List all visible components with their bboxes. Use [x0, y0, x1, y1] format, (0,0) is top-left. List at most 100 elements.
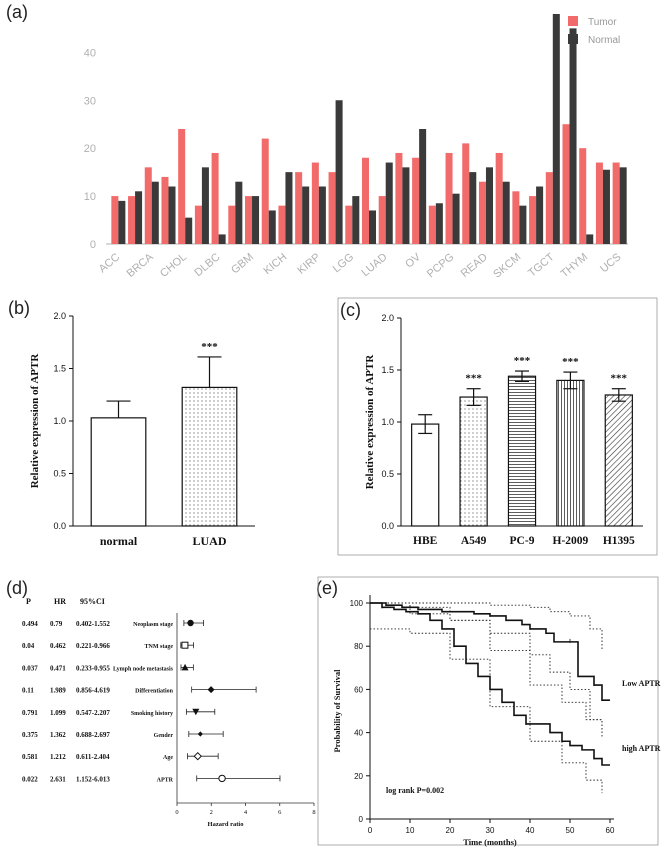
bar-normal	[201, 167, 209, 244]
bar-tumor	[278, 205, 286, 244]
x-tick-label: CHOL	[158, 251, 189, 280]
row-ci: 0.233-0.955	[76, 664, 110, 672]
hr-marker	[197, 731, 203, 737]
bar-tumor	[529, 196, 537, 244]
ci-band-lower	[370, 602, 603, 737]
x-tick-label: SKCM	[491, 251, 523, 281]
bar-tumor	[428, 205, 436, 244]
bar-normal	[218, 234, 226, 244]
y-tick-label: 0.5	[53, 469, 66, 479]
panel-frame	[317, 576, 659, 846]
x-tick-label: LUAD	[359, 251, 389, 279]
x-tick-label: 10	[406, 826, 415, 835]
row-p: 0.037	[22, 664, 38, 672]
y-tick-label: 1.0	[381, 417, 394, 427]
bar-tumor	[211, 152, 219, 244]
x-tick-label: HBE	[413, 535, 438, 547]
bar-tumor	[495, 152, 503, 244]
hr-marker	[181, 663, 189, 671]
x-tick-label: 0	[368, 826, 373, 835]
chart-d: P HR 95%CI 0.494 0.79 0.402-1.552 Neoplasm sta…	[0, 575, 325, 848]
x-tick-label: KIRP	[295, 251, 322, 277]
y-tick-label: 60	[354, 685, 363, 694]
row-hr: 0.462	[50, 642, 66, 650]
bar-normal	[536, 186, 544, 244]
bar-normal	[419, 129, 427, 244]
x-tick-label: 8	[312, 809, 315, 816]
x-tick-label: GBM	[229, 251, 256, 276]
bar-normal	[602, 169, 610, 244]
bar	[604, 394, 633, 527]
bar-normal	[586, 234, 594, 244]
y-tick-label: 40	[354, 729, 363, 738]
x-tick-label: ACC	[97, 251, 123, 275]
x-tick-label: 40	[526, 826, 535, 835]
bar-normal	[302, 186, 310, 244]
x-axis-label: Hazard ratio	[208, 821, 244, 828]
row-ci: 0.856-4.619	[76, 687, 110, 695]
bar-tumor	[128, 196, 136, 244]
y-tick-label: 40	[84, 47, 96, 59]
x-tick-label: TGCT	[526, 251, 557, 280]
legend-swatch	[568, 34, 578, 44]
row-p: 0.791	[22, 709, 38, 717]
bar-normal	[385, 162, 393, 244]
survival-curve	[370, 602, 610, 701]
bar	[556, 379, 585, 527]
legend-swatch	[568, 16, 578, 26]
ci-band-upper	[370, 602, 603, 651]
x-tick-label: 4	[244, 809, 248, 816]
bar-normal	[469, 172, 477, 244]
x-tick-label: H1395	[603, 535, 635, 547]
y-tick-label: 80	[354, 642, 363, 651]
x-tick-label: PCPG	[425, 251, 457, 280]
legend-label: Normal	[588, 35, 620, 46]
bar-tumor	[378, 196, 386, 244]
bar-normal	[402, 167, 410, 244]
bar-tumor	[445, 152, 453, 244]
row-p: 0.022	[22, 775, 38, 783]
bar-tumor	[295, 172, 303, 244]
bar-tumor	[612, 162, 620, 244]
x-tick-label: KICH	[262, 251, 290, 277]
y-tick-label: 20	[354, 772, 363, 781]
bar-tumor	[111, 196, 119, 244]
panel-label-e: (e)	[316, 578, 338, 598]
y-axis-label: Probability of Survival	[332, 669, 342, 753]
bar-normal	[118, 200, 126, 244]
panel-label-c: (c)	[340, 300, 361, 320]
bar-normal	[318, 186, 326, 244]
bar-tumor	[361, 157, 369, 244]
y-axis-label: Relative expression of APTR	[364, 354, 376, 490]
chart-b: 0.0 0.5 1.0 1.5 2.0 normal *** LUAD Relative exp…	[0, 295, 320, 560]
bar-normal	[569, 28, 577, 244]
bar-tumor	[595, 162, 603, 244]
bar-tumor	[345, 205, 353, 244]
hr-marker	[187, 619, 194, 627]
x-tick-label: READ	[459, 251, 490, 280]
panel-frame	[337, 297, 658, 556]
bar-tumor	[562, 124, 570, 244]
bar-normal	[619, 167, 627, 244]
x-tick-label: OV	[403, 251, 423, 271]
row-p: 0.11	[22, 687, 34, 695]
row-hr: 1.212	[50, 753, 66, 761]
bar-normal	[151, 181, 159, 244]
bar-tumor	[261, 138, 269, 244]
row-label: Gender	[154, 733, 174, 739]
bar-tumor	[462, 143, 470, 244]
bar-tumor	[144, 167, 152, 244]
hr-marker	[193, 751, 202, 761]
ci-band-upper	[370, 602, 603, 733]
y-tick-label: 0.5	[381, 469, 394, 479]
x-tick-label: normal	[100, 534, 138, 548]
row-label: TNM stage	[145, 644, 174, 650]
x-tick-label: LGG	[331, 251, 357, 275]
hr-marker	[207, 686, 215, 694]
bar-normal	[285, 172, 293, 244]
bar-tumor	[161, 176, 169, 244]
y-tick-label: 1.5	[53, 364, 66, 374]
panel-label-b: (b)	[8, 298, 30, 318]
legend-label: Tumor	[588, 17, 617, 28]
x-tick-label: UCS	[598, 251, 624, 275]
